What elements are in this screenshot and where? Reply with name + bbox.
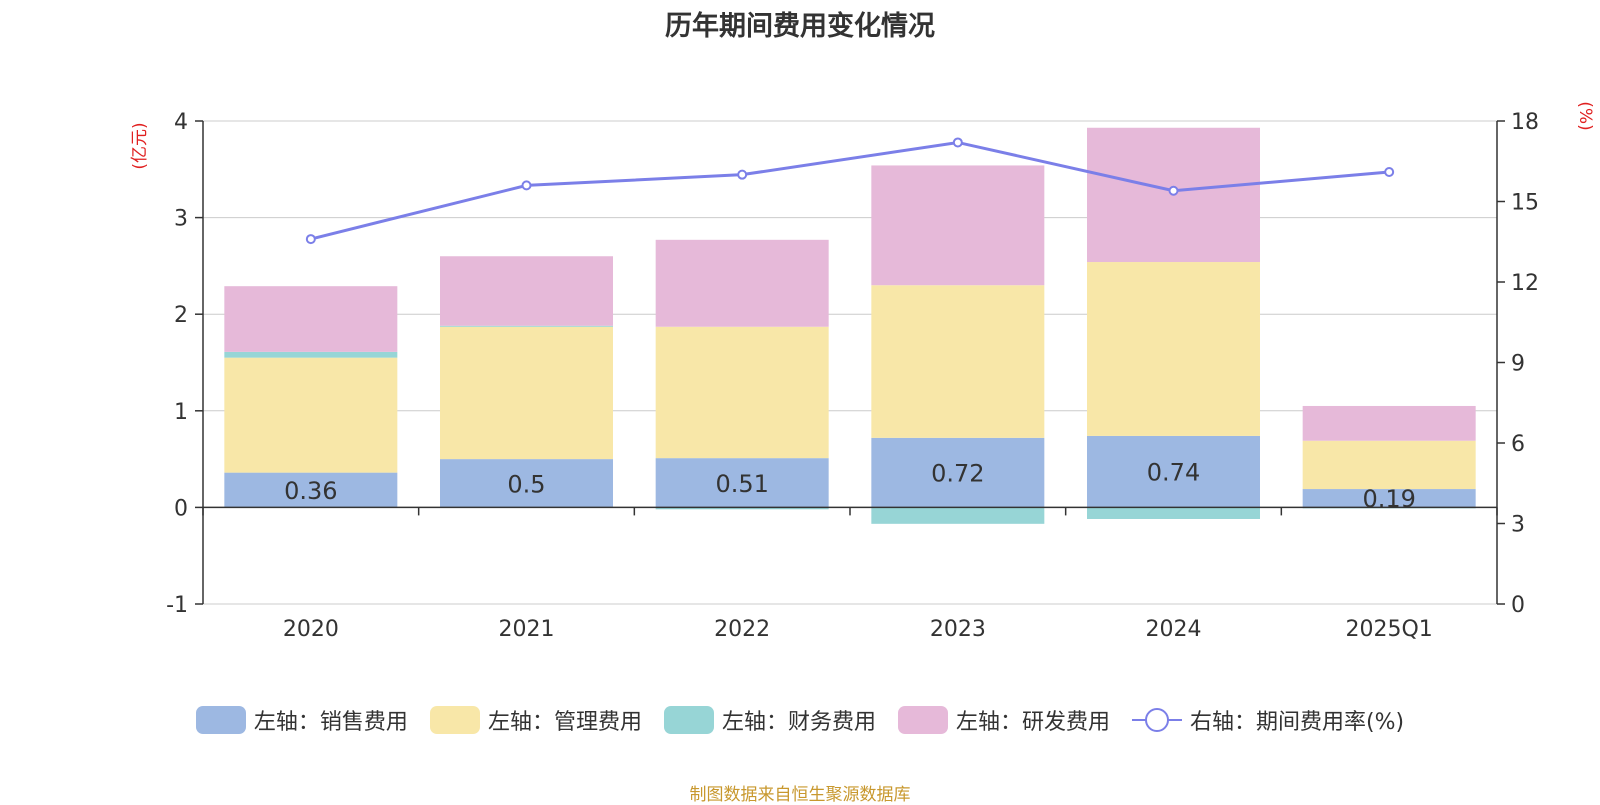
bar-segment — [1302, 405, 1476, 441]
bar-segment — [871, 507, 1045, 524]
bar-segment — [1087, 435, 1260, 508]
right-axis-tick-label: 18 — [1511, 110, 1539, 135]
expense-rate-point — [1168, 185, 1179, 196]
left-axis-tick-label: 3 — [174, 207, 188, 232]
bar-segment — [1087, 262, 1260, 436]
left-axis-tick-label: -1 — [166, 593, 188, 618]
right-axis-tick-label: 9 — [1511, 352, 1525, 377]
x-axis-tick-label: 2021 — [499, 617, 555, 642]
bar-segment — [440, 326, 613, 460]
left-axis-tick-label: 1 — [174, 400, 188, 425]
legend-swatch-sales — [195, 706, 246, 734]
legend-label-admin: 左轴：管理费用 — [487, 710, 642, 735]
bar-data-label: 0.5 — [507, 470, 545, 498]
left-axis-tick-label: 4 — [174, 110, 188, 135]
x-axis-tick-label: 2022 — [714, 617, 770, 642]
chart-title: 历年期间费用变化情况 — [665, 11, 935, 42]
right-axis-tick-label: 0 — [1511, 593, 1525, 618]
expense-rate-point — [952, 137, 963, 148]
legend-label-expense-rate: 右轴：期间费用率(%) — [1189, 710, 1405, 735]
bar-segment — [871, 437, 1045, 508]
bar-segment — [440, 256, 613, 326]
legend-item-sales[interactable]: 左轴：销售费用 — [195, 704, 408, 736]
bar-data-label: 0.74 — [1147, 459, 1200, 487]
bar-segment — [224, 357, 398, 473]
bar-data-label: 0.36 — [284, 477, 337, 505]
bar-segment — [655, 507, 829, 510]
bar-segment — [655, 458, 829, 508]
x-axis-tick-label: 2025Q1 — [1346, 617, 1433, 642]
legend-swatch-rnd — [897, 706, 948, 734]
right-axis-unit-label: (%) — [1575, 101, 1595, 130]
right-axis-tick-label: 3 — [1511, 513, 1525, 538]
left-axis-tick-label: 0 — [174, 496, 188, 521]
expense-rate-point — [1384, 166, 1395, 177]
left-axis-unit-label: (亿元) — [130, 122, 150, 169]
bar-segment — [655, 326, 829, 459]
bar-segment — [1302, 489, 1476, 508]
bar-data-label: 0.72 — [931, 460, 984, 488]
legend-label-rnd: 左轴：研发费用 — [955, 710, 1110, 735]
left-axis-tick-label: 2 — [174, 303, 188, 328]
legend-item-admin[interactable]: 左轴：管理费用 — [429, 704, 642, 736]
bar-segment — [655, 239, 829, 327]
bar-segment — [440, 325, 613, 327]
expense-rate-point — [737, 169, 748, 180]
x-axis-tick-label: 2023 — [930, 617, 986, 642]
expense-rate-line — [310, 140, 1390, 241]
bar-data-label: 0.51 — [715, 470, 768, 498]
bar-segment — [871, 285, 1045, 438]
legend-label-sales: 左轴：销售费用 — [253, 710, 408, 735]
right-axis-tick-label: 6 — [1511, 432, 1525, 457]
legend-label-finance: 左轴：财务费用 — [721, 710, 876, 735]
bar-segment — [871, 165, 1045, 286]
legend-item-finance[interactable]: 左轴：财务费用 — [663, 704, 876, 736]
data-source-note: 制图数据来自恒生聚源数据库 — [689, 785, 911, 805]
bar-segment — [440, 459, 613, 508]
bar-data-label: 0.19 — [1362, 485, 1415, 513]
bar-segment — [1302, 440, 1476, 490]
x-axis-tick-label: 2020 — [283, 617, 339, 642]
expense-rate-point — [521, 180, 532, 191]
bar-segment — [1087, 507, 1260, 519]
bar-segment — [224, 472, 398, 508]
legend-swatch-admin — [429, 706, 480, 734]
x-axis-tick-label: 2024 — [1146, 617, 1202, 642]
legend-line-marker-icon — [1131, 706, 1182, 734]
legend-item-expense-rate[interactable]: 右轴：期间费用率(%) — [1131, 704, 1405, 736]
right-axis-tick-label: 15 — [1511, 191, 1539, 216]
right-axis-tick-label: 12 — [1511, 271, 1539, 296]
expense-rate-point — [305, 234, 316, 245]
bar-segment — [224, 351, 398, 358]
legend-item-rnd[interactable]: 左轴：研发费用 — [897, 704, 1110, 736]
bar-segment — [224, 286, 398, 352]
legend-swatch-finance — [663, 706, 714, 734]
chart-legend: 左轴：销售费用 左轴：管理费用 左轴：财务费用 左轴：研发费用 右轴：期间费用率… — [0, 703, 1600, 737]
